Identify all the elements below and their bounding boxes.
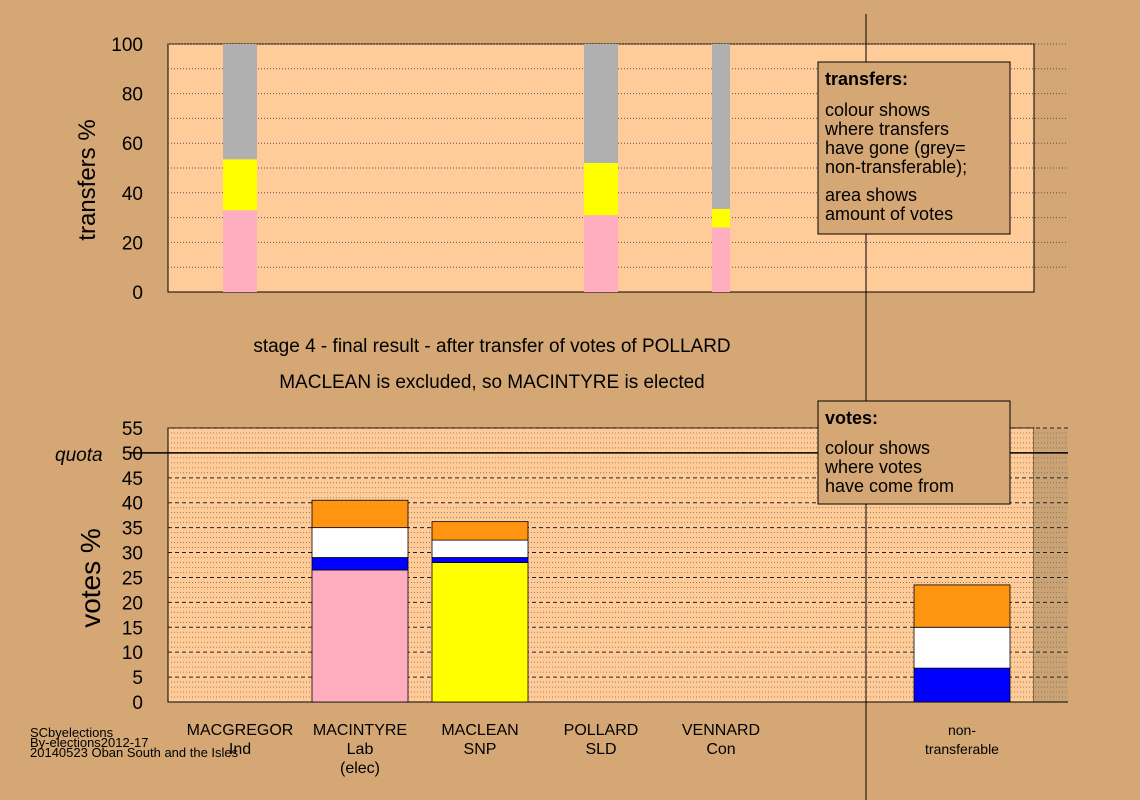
vote-bar-segment bbox=[431, 562, 529, 703]
x-category-label: POLLARD bbox=[564, 722, 639, 739]
vote-bar-segment bbox=[311, 527, 409, 558]
x-category-label: SNP bbox=[464, 741, 497, 758]
vote-bar-segment bbox=[311, 499, 409, 529]
y-tick-label: 35 bbox=[122, 519, 143, 540]
y-tick-label: 20 bbox=[122, 233, 143, 254]
transfers-legend-line: amount of votes bbox=[825, 204, 953, 224]
transfer-bar-segment bbox=[584, 215, 618, 292]
vote-bar-segment bbox=[431, 539, 529, 558]
x-category-label: non- bbox=[948, 722, 976, 738]
x-category-label: Ind bbox=[229, 741, 251, 758]
y-tick-label: 20 bbox=[122, 593, 143, 614]
transfers-legend-line: colour shows bbox=[825, 100, 930, 120]
footer-line: 20140523 Oban South and the Isles bbox=[30, 745, 239, 760]
vote-bar-segment bbox=[913, 667, 1011, 703]
bottom-y-axis-label: votes % bbox=[75, 528, 106, 628]
y-tick-label: 45 bbox=[122, 469, 143, 490]
y-tick-label: 40 bbox=[122, 184, 143, 205]
x-category-label: (elec) bbox=[340, 760, 380, 777]
x-category-label: SLD bbox=[585, 741, 616, 758]
vote-bar-segment bbox=[431, 557, 529, 563]
transfer-bar-segment bbox=[712, 44, 730, 209]
transfer-bar-segment bbox=[223, 44, 257, 160]
transfer-bar-segment bbox=[712, 227, 730, 292]
votes-legend: votes: colour shows where votes have com… bbox=[817, 400, 1011, 505]
vote-bar-segment bbox=[913, 584, 1011, 628]
x-category-label: MACINTYRE bbox=[313, 722, 407, 739]
x-category-label: VENNARD bbox=[682, 722, 760, 739]
transfers-legend-line: where transfers bbox=[824, 119, 949, 139]
transfer-bar-segment bbox=[584, 44, 618, 164]
result-headline: MACLEAN is excluded, so MACINTYRE is ele… bbox=[279, 372, 705, 393]
y-tick-label: 0 bbox=[132, 693, 143, 714]
footer-line: By-elections2012-17 bbox=[30, 735, 149, 750]
y-tick-label: 0 bbox=[132, 283, 143, 304]
y-tick-label: 30 bbox=[122, 544, 143, 565]
x-category-label: MACGREGOR bbox=[187, 722, 294, 739]
footer-line: SCbyelections bbox=[30, 725, 114, 740]
transfer-bar-segment bbox=[584, 163, 618, 216]
vote-bar-segment bbox=[311, 557, 409, 571]
y-tick-label: 10 bbox=[122, 643, 143, 664]
votes-legend-line: where votes bbox=[824, 457, 922, 477]
transfers-legend-line: non-transferable); bbox=[825, 157, 967, 177]
transfers-legend-line: area shows bbox=[825, 185, 917, 205]
x-category-label: MACLEAN bbox=[441, 722, 518, 739]
footer: SCbyelections By-elections2012-17 201405… bbox=[30, 725, 239, 760]
vote-bar-segment bbox=[311, 569, 409, 703]
transfers-legend: transfers: colour shows where transfers … bbox=[817, 61, 1011, 235]
transfers-legend-line: have gone (grey= bbox=[825, 138, 966, 158]
y-tick-label: 25 bbox=[122, 568, 143, 589]
transfer-bar-segment bbox=[223, 159, 257, 211]
y-tick-label: 50 bbox=[122, 444, 143, 465]
transfers-legend-title: transfers: bbox=[825, 69, 908, 89]
x-category-label: Con bbox=[706, 741, 735, 758]
y-tick-label: 100 bbox=[111, 35, 143, 56]
x-category-label: Lab bbox=[347, 741, 374, 758]
top-y-axis-label: transfers % bbox=[74, 119, 101, 240]
y-tick-label: 15 bbox=[122, 618, 143, 639]
transfer-bar-segment bbox=[223, 210, 257, 292]
vote-bar-segment bbox=[431, 521, 529, 541]
vote-bar-segment bbox=[913, 626, 1011, 669]
y-tick-label: 60 bbox=[122, 134, 143, 155]
x-category-label: transferable bbox=[925, 741, 999, 757]
y-tick-label: 80 bbox=[122, 85, 143, 106]
votes-legend-line: colour shows bbox=[825, 438, 930, 458]
y-tick-label: 40 bbox=[122, 494, 143, 515]
y-tick-label: 55 bbox=[122, 419, 143, 440]
y-tick-label: 5 bbox=[132, 668, 143, 689]
votes-legend-title: votes: bbox=[825, 408, 878, 428]
x-category-labels: MACGREGOR Ind MACINTYRE Lab (elec) MACLEAN SNP… bbox=[187, 722, 1000, 777]
quota-label: quota bbox=[55, 445, 103, 466]
votes-legend-line: have come from bbox=[825, 476, 954, 496]
stage-headline: stage 4 - final result - after transfer … bbox=[253, 336, 730, 357]
transfer-bar-segment bbox=[712, 208, 730, 228]
